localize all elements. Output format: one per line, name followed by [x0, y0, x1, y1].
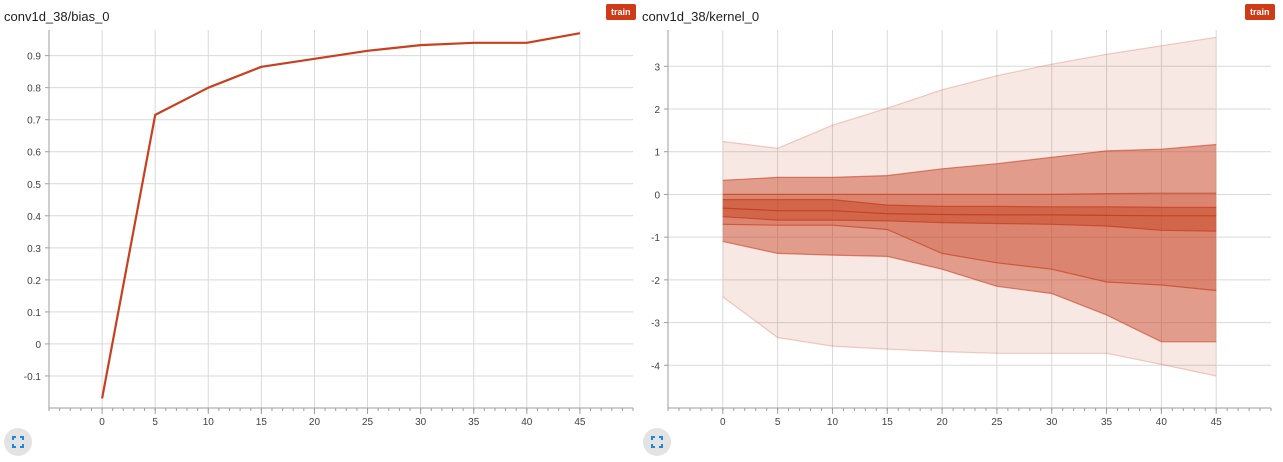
x-tick-label: 35: [468, 417, 480, 428]
chart-title: conv1d_38/kernel_0: [642, 9, 760, 24]
y-tick-label: 0.1: [27, 308, 41, 319]
x-tick-label: 25: [362, 417, 374, 428]
run-badge: train: [606, 4, 636, 20]
band-core: [722, 199, 1217, 232]
x-tick-label: 20: [309, 417, 321, 428]
series-line: [101, 32, 581, 399]
x-tick-label: 40: [1156, 417, 1168, 428]
bias-chart-card: conv1d_38/bias_0 train 0 5 10 15 20 25 30 35 40 4…: [0, 0, 640, 462]
band-edge: [722, 192, 1217, 195]
kernel-distribution-chart: 0 5 10 15 20 25 30 35 40 45 -4 -3 -2 -1 0 1 2 3: [651, 30, 1272, 428]
run-badge: train: [1245, 4, 1275, 20]
y-tick-label: 0: [35, 340, 41, 351]
y-tick-label: 3: [654, 62, 660, 73]
y-tick-label: -4: [651, 361, 660, 372]
x-tick-label: 15: [256, 417, 268, 428]
x-tick-label: 30: [1046, 417, 1058, 428]
y-tick-label: 0.5: [27, 180, 41, 191]
x-tick-label: 5: [152, 417, 158, 428]
y-tick-label: -0.1: [24, 372, 42, 383]
band-edge: [722, 216, 1217, 232]
x-tick-label: 0: [99, 417, 105, 428]
x-tick-label: 20: [937, 417, 949, 428]
y-tick-label: 0.6: [27, 148, 41, 159]
expand-button[interactable]: [643, 428, 671, 456]
y-tick-label: -3: [651, 319, 660, 330]
y-tick-label: 0: [654, 190, 660, 201]
y-tick-label: 2: [654, 105, 660, 116]
x-tick-label: 5: [775, 417, 781, 428]
x-tick-label: 0: [720, 417, 726, 428]
chart-title: conv1d_38/bias_0: [4, 9, 110, 24]
band-edge: [722, 36, 1217, 149]
expand-icon: [651, 436, 663, 448]
x-tick-label: 45: [1211, 417, 1223, 428]
x-tick-label: 45: [574, 417, 586, 428]
band-edge: [722, 296, 1217, 377]
expand-icon: [12, 436, 24, 448]
band-edge: [722, 240, 1217, 343]
y-tick-label: -2: [651, 276, 660, 287]
y-tick-label: -1: [651, 233, 660, 244]
x-tick-label: 15: [882, 417, 894, 428]
y-tick-label: 0.3: [27, 244, 41, 255]
y-tick-label: 1: [654, 148, 660, 159]
expand-button[interactable]: [4, 428, 32, 456]
x-tick-label: 40: [521, 417, 533, 428]
x-tick-label: 10: [203, 417, 215, 428]
x-tick-label: 25: [991, 417, 1003, 428]
bias-line-chart: 0 5 10 15 20 25 30 35 40 45 -0.1 0 0.1 0.2 0.3 0.4 0.5 0.…: [24, 30, 634, 428]
y-tick-label: 0.8: [27, 84, 41, 95]
y-tick-label: 0.9: [27, 52, 41, 63]
band-edge: [722, 223, 1217, 292]
x-tick-label: 10: [827, 417, 839, 428]
band-inner: [722, 193, 1217, 291]
x-tick-label: 30: [415, 417, 427, 428]
y-tick-label: 0.4: [27, 212, 41, 223]
median-line: [722, 207, 1217, 217]
kernel-chart-card: conv1d_38/kernel_0 train 0 5 10 15 20 25 30 35 4…: [640, 0, 1283, 462]
y-tick-label: 0.7: [27, 116, 41, 127]
y-tick-label: 0.2: [27, 276, 41, 287]
band-edge: [722, 199, 1217, 208]
x-tick-label: 35: [1101, 417, 1113, 428]
band-edge: [722, 143, 1217, 181]
